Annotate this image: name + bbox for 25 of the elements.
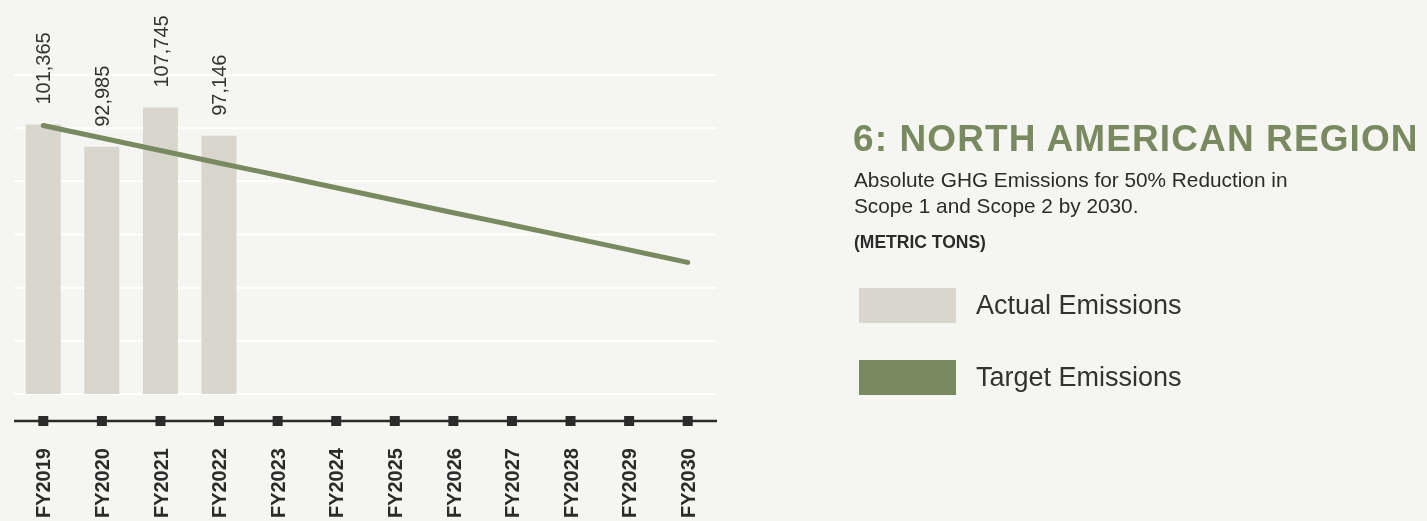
x-tick-label: FY2023 xyxy=(266,448,289,519)
x-tick-label: FY2025 xyxy=(383,448,406,519)
bar xyxy=(201,135,237,394)
x-tick-label: FY2024 xyxy=(325,447,348,519)
data-label: 107,745 xyxy=(149,15,172,88)
data-label: 101,365 xyxy=(32,32,55,105)
bar xyxy=(25,124,61,394)
x-tick-label: FY2028 xyxy=(559,448,582,519)
text: (METRIC TONS) xyxy=(854,232,986,252)
data-label: 97,146 xyxy=(208,54,231,116)
x-tick-label: FY2029 xyxy=(618,448,641,519)
bar xyxy=(142,107,178,394)
x-tick-label: FY2026 xyxy=(442,448,465,519)
data-label: 92,985 xyxy=(91,65,113,127)
x-tick-label: FY2022 xyxy=(208,448,231,519)
x-tick-label: FY2019 xyxy=(32,448,55,519)
bar xyxy=(84,146,120,394)
legend-label: Target Emissions xyxy=(976,362,1182,392)
x-tick-label: FY2030 xyxy=(676,448,699,519)
legend-label: Actual Emissions xyxy=(976,290,1182,320)
x-tick-label: FY2027 xyxy=(501,448,524,519)
x-tick-label: FY2021 xyxy=(149,448,172,519)
text: Absolute GHG Emissions for 50% Reduction in Scope 1 and Scope 2 by 2030. xyxy=(854,168,1288,217)
text: 6: NORTH AMERICAN REGION xyxy=(853,118,1419,159)
x-tick-label: FY2020 xyxy=(91,448,114,519)
